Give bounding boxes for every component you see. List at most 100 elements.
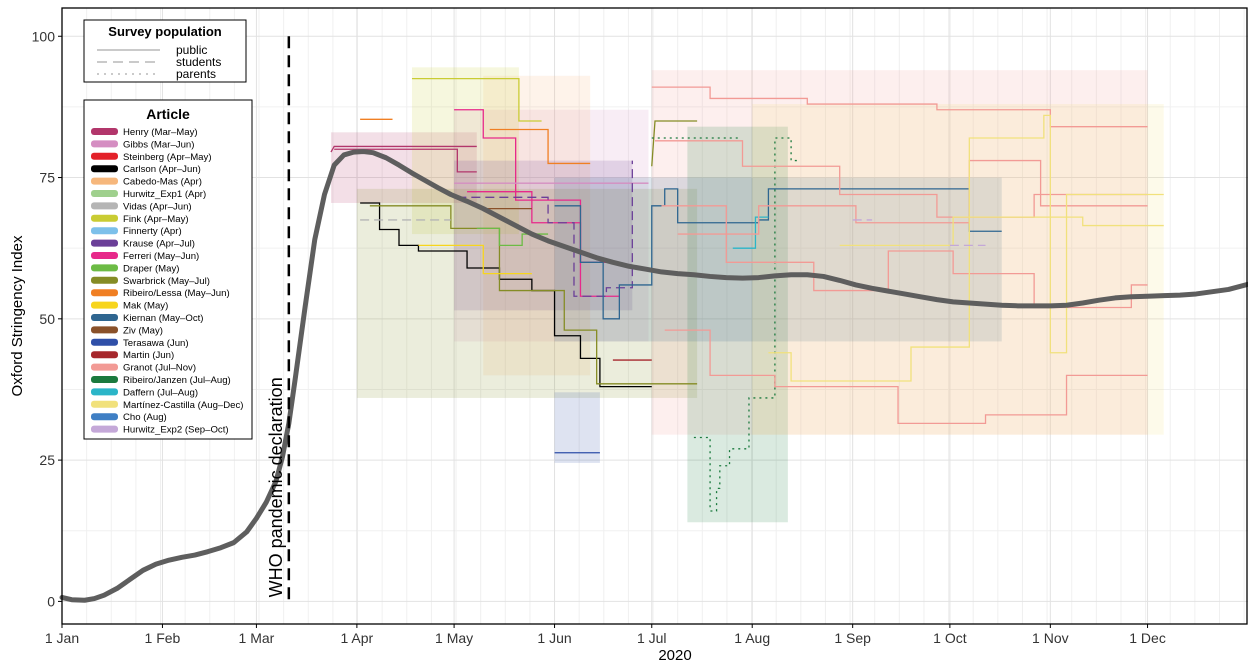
- stringency-line: [59, 149, 1248, 603]
- article-legend-swatch: [91, 326, 118, 334]
- article-line: [489, 128, 591, 165]
- article-legend-label: Gibbs (Mar–Jun): [123, 139, 194, 150]
- x-tick-label: 1 Sep: [834, 630, 871, 646]
- stringency-index-series: [59, 149, 1248, 603]
- article-legend-label: Henry (Mar–May): [123, 127, 198, 138]
- article-legend-label: Granot (Jul–Nov): [123, 363, 196, 374]
- article-lines: [330, 77, 1164, 512]
- article-legend-label: Daffern (Jul–Aug): [123, 387, 198, 398]
- article-line: [677, 159, 1148, 235]
- article-legend-swatch: [91, 363, 118, 371]
- article-legend-label: Ferreri (May–Jun): [123, 251, 199, 262]
- plot-frame: [61, 7, 1248, 625]
- article-range: [687, 126, 788, 523]
- article-legend-label: Cho (Aug): [123, 412, 167, 423]
- article-legend-swatch: [91, 314, 118, 321]
- x-tick-label: 1 Mar: [239, 630, 275, 646]
- article-line: [661, 205, 1148, 309]
- article-legend-swatch: [91, 152, 118, 160]
- article-legend-label: Hurwitz_Exp2 (Sep–Oct): [123, 425, 229, 436]
- x-tick-label: 1 Aug: [734, 630, 770, 646]
- article-legend-swatch: [91, 252, 118, 259]
- article-legend-swatch: [91, 338, 118, 346]
- article-legend-swatch: [91, 202, 118, 210]
- y-axis-label: Oxford Stringency Index: [9, 235, 26, 396]
- article-legend-swatch: [91, 301, 118, 309]
- article-range: [554, 177, 1002, 342]
- article-legend-swatch: [91, 376, 118, 383]
- article-line: [457, 160, 633, 297]
- article-line: [732, 216, 769, 249]
- article-legend-swatch: [91, 289, 118, 297]
- article-legend-swatch: [91, 264, 118, 272]
- article-range: [554, 392, 600, 463]
- article-line: [554, 188, 1002, 320]
- survey-legend-label: parents: [176, 67, 216, 81]
- article-line: [768, 114, 1164, 382]
- article-legend-swatch: [91, 214, 118, 222]
- survey-legend-label: public: [176, 43, 207, 57]
- article-line: [330, 145, 477, 153]
- survey-legend-label: students: [176, 55, 221, 69]
- x-tick-label: 1 Dec: [1129, 630, 1166, 646]
- article-legend-label: Ziv (May): [123, 325, 163, 336]
- y-tick-label: 0: [47, 593, 55, 609]
- article-line: [476, 227, 549, 247]
- article-legend-swatch: [91, 140, 118, 148]
- article-range: [356, 188, 698, 398]
- article-range: [752, 104, 1164, 435]
- x-tick-label: 1 May: [435, 630, 473, 646]
- article-line: [664, 329, 1148, 425]
- article-legend-label: Carlson (Apr–Jun): [123, 164, 201, 175]
- article-legend-label: Ribeiro/Lessa (May–Jun): [123, 288, 230, 299]
- y-tick-label: 100: [32, 28, 56, 44]
- article-date-ranges: [330, 67, 1164, 523]
- who-declaration: WHO pandemic declaration: [266, 36, 291, 602]
- article-legend-swatch: [91, 239, 118, 247]
- x-axis: 1 Jan 1 Feb 1 Mar 1 Apr 1 May 1 Jun 1 Jul 1 Aug…: [45, 624, 1166, 646]
- article-legend-label: Ribeiro/Janzen (Jul–Aug): [123, 375, 231, 386]
- article-legend: Article Henry (Mar–May)Gibbs (Mar–Jun) St…: [83, 99, 253, 440]
- x-tick-label: 1 Jul: [637, 630, 667, 646]
- x-tick-label: 1 Jun: [537, 630, 571, 646]
- article-legend-label: Finnerty (Apr): [123, 226, 182, 237]
- survey-legend-box: [83, 19, 247, 83]
- article-legend-label: Hurwitz_Exp1 (Apr): [123, 189, 206, 200]
- article-legend-label: Martínez-Castilla (Aug–Dec): [123, 400, 244, 411]
- y-tick-label: 50: [39, 311, 55, 327]
- article-legend-label: Mak (May): [123, 301, 168, 312]
- article-legend-swatch: [91, 227, 118, 235]
- article-range: [454, 109, 649, 342]
- article-legend-swatch: [91, 177, 118, 185]
- article-line: [839, 216, 1164, 247]
- x-tick-label: 1 Oct: [933, 630, 967, 646]
- article-line: [369, 205, 698, 385]
- survey-legend-title: Survey population: [108, 24, 221, 39]
- article-legend-swatch: [91, 351, 118, 359]
- article-line: [418, 244, 532, 275]
- article-legend-label: Draper (May): [123, 263, 180, 274]
- x-tick-label: 1 Jan: [45, 630, 79, 646]
- y-tick-label: 25: [39, 452, 55, 468]
- article-legend-label: Cabedo-Mas (Apr): [123, 177, 202, 188]
- article-line: [655, 140, 1148, 218]
- x-axis-label: 2020: [658, 647, 691, 664]
- article-legend-title: Article: [146, 106, 190, 122]
- article-legend-swatch: [91, 128, 118, 135]
- article-legend-label: Fink (Apr–May): [123, 214, 189, 225]
- y-axis: 0 25 50 75 100: [32, 28, 62, 609]
- y-tick-label: 75: [39, 170, 55, 186]
- article-legend-swatch: [91, 388, 118, 396]
- x-tick-label: 1 Apr: [341, 630, 374, 646]
- who-declaration-label: WHO pandemic declaration: [266, 377, 286, 597]
- article-legend-label: Krause (Apr–Jul): [123, 239, 195, 250]
- x-tick-label: 1 Nov: [1032, 630, 1069, 646]
- article-line: [411, 77, 542, 122]
- article-legend-swatch: [91, 425, 118, 433]
- x-tick-label: 1 Feb: [145, 630, 181, 646]
- article-legend-swatch: [91, 190, 118, 197]
- article-legend-label: Terasawa (Jun): [123, 338, 189, 349]
- article-legend-swatch: [91, 400, 118, 408]
- article-legend-swatch: [91, 165, 118, 173]
